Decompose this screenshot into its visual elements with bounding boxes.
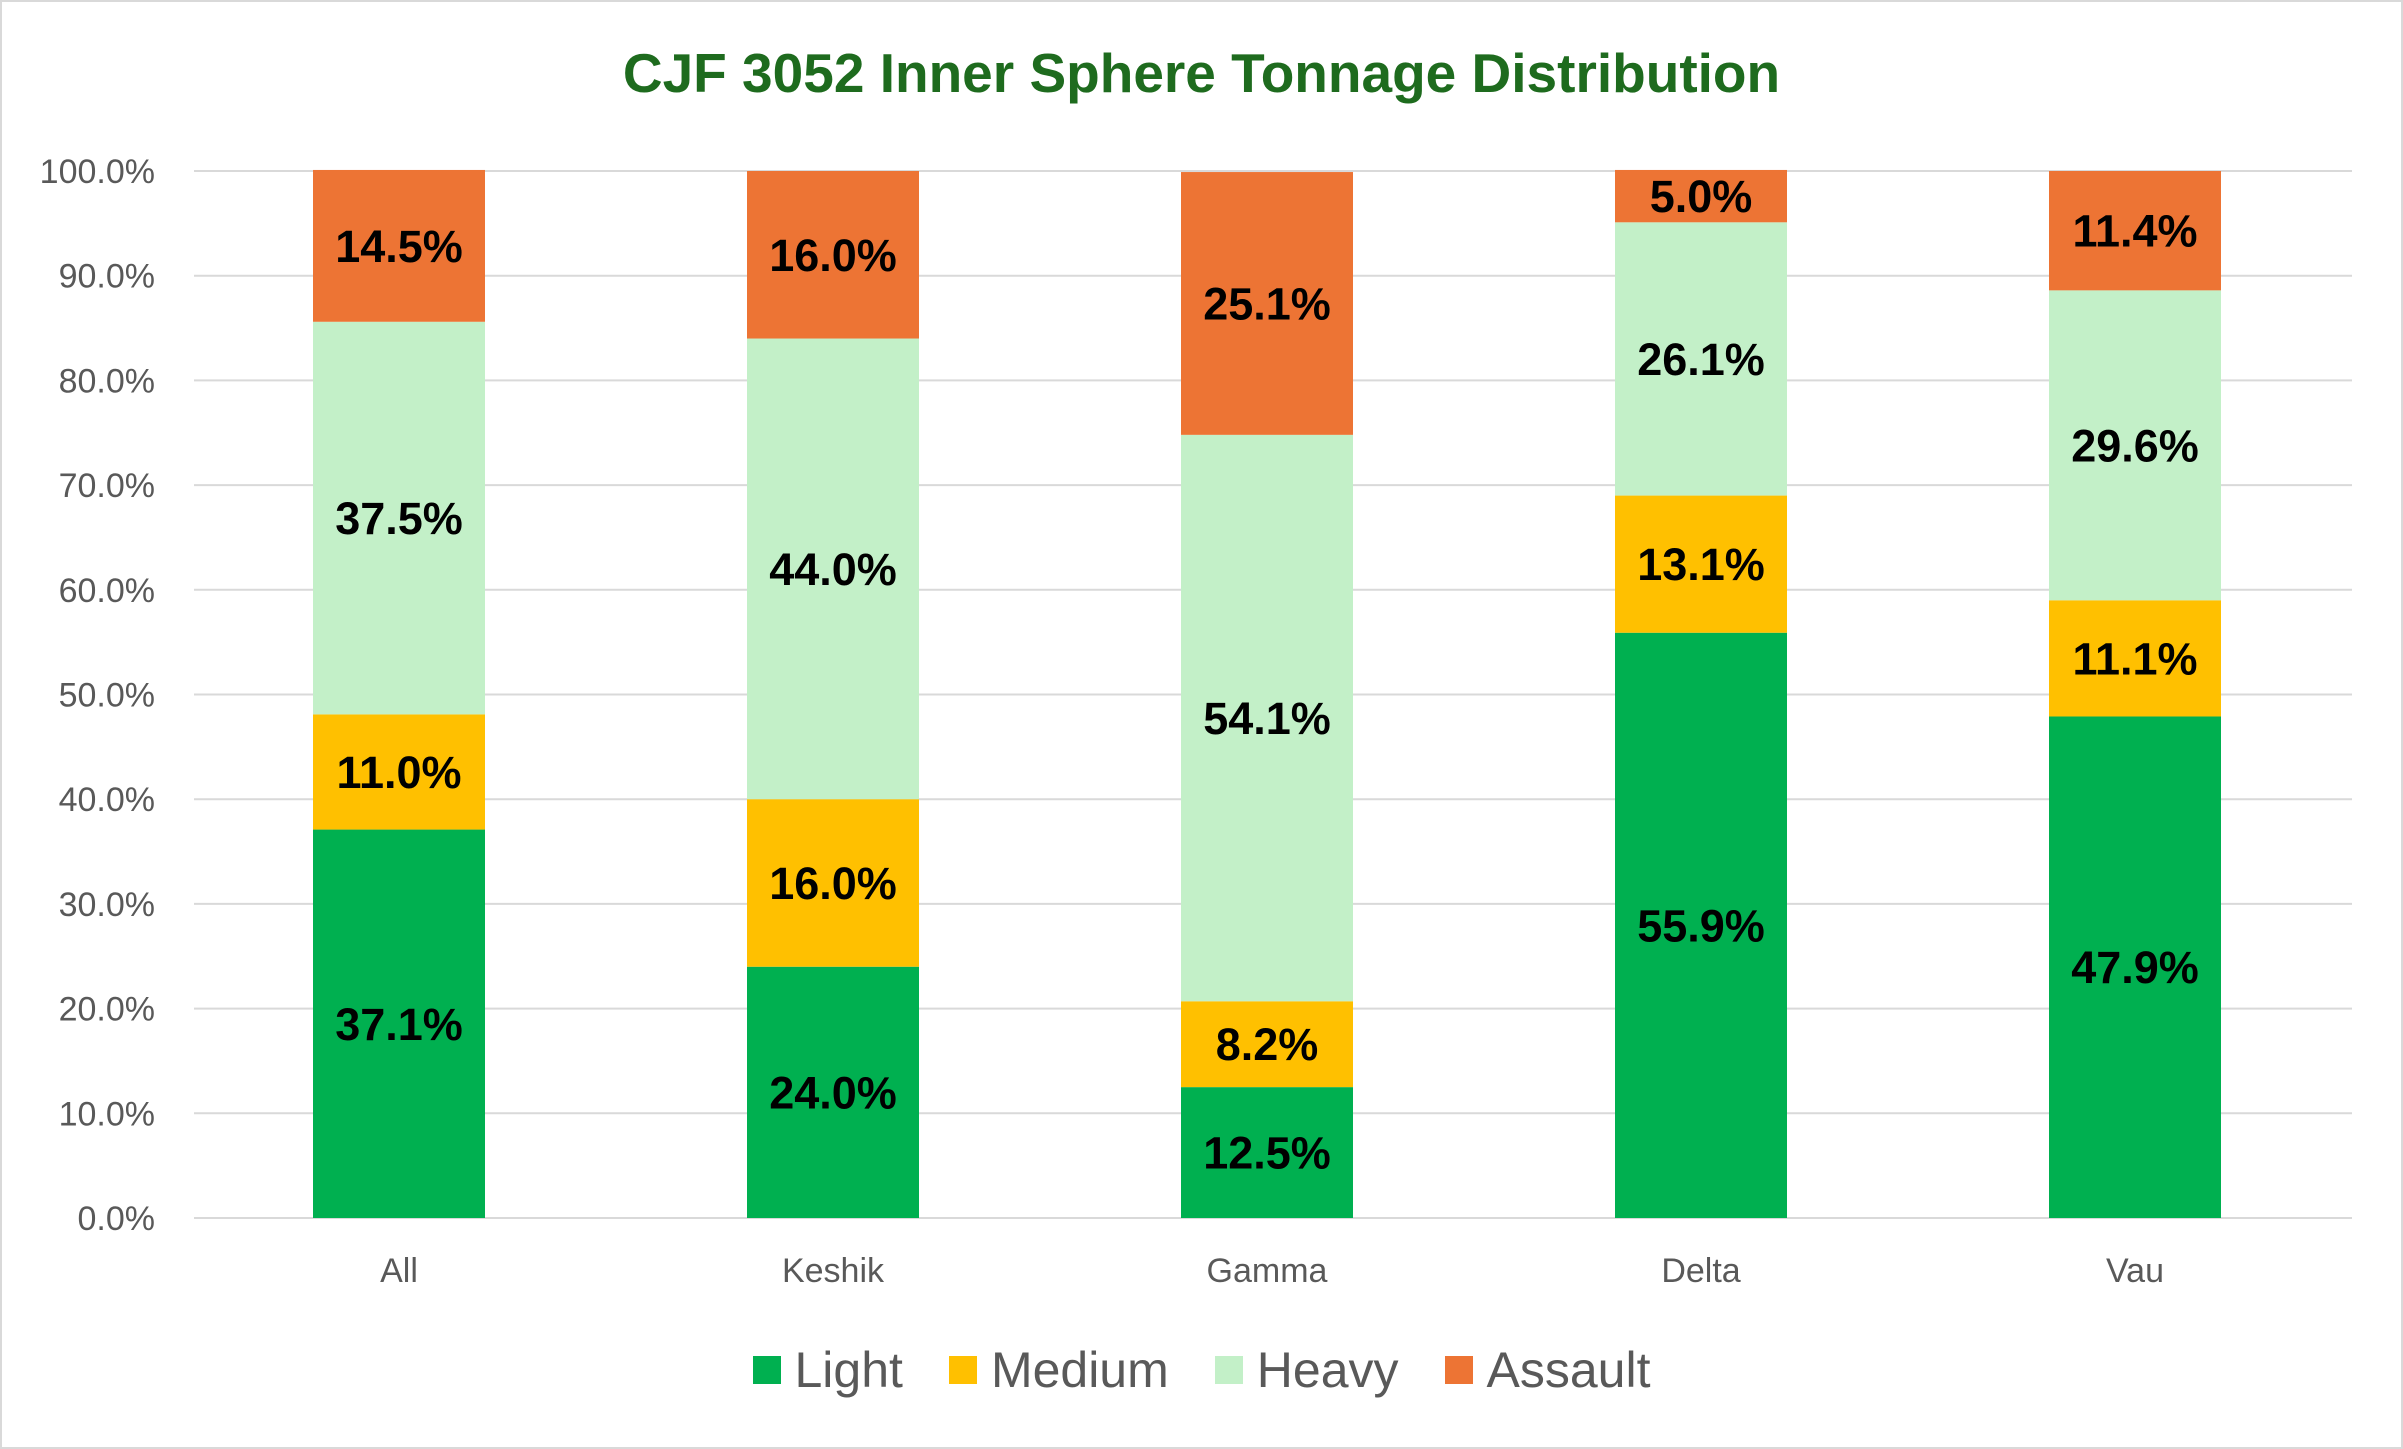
x-tick-label: Delta bbox=[1661, 1252, 1740, 1290]
legend-item-assault: Assault bbox=[1444, 1335, 1651, 1405]
data-label-heavy-vau: 29.6% bbox=[2071, 420, 2199, 471]
bar-assault-vau bbox=[2049, 171, 2221, 291]
data-label-assault-vau: 11.4% bbox=[2072, 206, 2197, 257]
bar-assault-gamma bbox=[1181, 172, 1353, 435]
y-tick-label: 10.0% bbox=[59, 1095, 155, 1133]
x-tick-label: Keshik bbox=[782, 1252, 885, 1290]
bar-light-vau bbox=[2049, 716, 2221, 1218]
data-label-medium-all: 11.0% bbox=[336, 747, 461, 798]
y-tick-label: 30.0% bbox=[59, 886, 155, 924]
data-label-medium-vau: 11.1% bbox=[2072, 633, 2197, 684]
bars bbox=[313, 169, 2221, 1218]
data-label-medium-gamma: 8.2% bbox=[1216, 1019, 1319, 1070]
chart-legend: Light Medium Heavy Assault bbox=[0, 1335, 2403, 1405]
bar-medium-keshik bbox=[747, 799, 919, 967]
data-label-light-all: 37.1% bbox=[335, 999, 463, 1050]
legend-swatch bbox=[1214, 1356, 1243, 1384]
y-tick-label: 20.0% bbox=[59, 991, 155, 1029]
y-tick-label: 80.0% bbox=[59, 362, 155, 400]
data-label-light-gamma: 12.5% bbox=[1203, 1128, 1331, 1179]
data-label-medium-delta: 13.1% bbox=[1637, 539, 1765, 590]
bar-medium-vau bbox=[2049, 600, 2221, 717]
bar-medium-all bbox=[313, 714, 485, 830]
bar-heavy-vau bbox=[2049, 290, 2221, 601]
bar-light-gamma bbox=[1181, 1087, 1353, 1218]
data-label-light-vau: 47.9% bbox=[2071, 942, 2199, 993]
legend-swatch bbox=[1444, 1356, 1473, 1384]
data-label-light-delta: 55.9% bbox=[1637, 900, 1765, 951]
y-tick-label: 50.0% bbox=[59, 677, 155, 715]
legend-item-light: Light bbox=[752, 1335, 903, 1405]
legend-label: Assault bbox=[1486, 1342, 1651, 1398]
bar-assault-all bbox=[313, 169, 485, 322]
chart-title: CJF 3052 Inner Sphere Tonnage Distributi… bbox=[622, 42, 1781, 104]
x-tick-label: Vau bbox=[2106, 1252, 2164, 1290]
data-label-heavy-delta: 26.1% bbox=[1637, 334, 1765, 385]
y-tick-label: 60.0% bbox=[59, 572, 155, 610]
bar-assault-keshik bbox=[747, 171, 919, 339]
bar-medium-delta bbox=[1615, 495, 1787, 633]
data-label-heavy-all: 37.5% bbox=[335, 493, 463, 544]
bar-heavy-delta bbox=[1615, 222, 1787, 496]
x-tick-label: All bbox=[380, 1252, 418, 1290]
bar-light-all bbox=[313, 829, 485, 1218]
data-label-assault-keshik: 16.0% bbox=[769, 230, 897, 281]
data-label-assault-gamma: 25.1% bbox=[1203, 278, 1331, 329]
legend-label: Light bbox=[794, 1342, 903, 1398]
bar-light-keshik bbox=[747, 966, 919, 1218]
legend-swatch bbox=[752, 1356, 781, 1384]
data-label-assault-all: 14.5% bbox=[335, 221, 463, 272]
bar-light-delta bbox=[1615, 632, 1787, 1218]
data-labels: 37.1% 11.0% 37.5% 14.5% 24.0% 16.0% 44.0% 16.0%… bbox=[335, 171, 2199, 1178]
x-tick-label: Gamma bbox=[1207, 1252, 1328, 1290]
data-label-heavy-keshik: 44.0% bbox=[769, 544, 897, 595]
legend-label: Heavy bbox=[1256, 1342, 1399, 1398]
legend-item-heavy: Heavy bbox=[1214, 1335, 1399, 1405]
bar-assault-delta bbox=[1615, 169, 1787, 223]
bar-medium-gamma bbox=[1181, 1001, 1353, 1088]
bar-heavy-all bbox=[313, 321, 485, 715]
y-tick-label: 40.0% bbox=[59, 781, 155, 819]
y-tick-label: 70.0% bbox=[59, 467, 155, 505]
data-label-assault-delta: 5.0% bbox=[1650, 171, 1753, 222]
bar-heavy-gamma bbox=[1181, 434, 1353, 1002]
legend-label: Medium bbox=[990, 1342, 1169, 1398]
data-label-medium-keshik: 16.0% bbox=[769, 858, 897, 909]
data-label-heavy-gamma: 54.1% bbox=[1203, 693, 1331, 744]
y-tick-label: 0.0% bbox=[78, 1200, 156, 1238]
legend-swatch bbox=[948, 1356, 977, 1384]
legend-item-medium: Medium bbox=[948, 1335, 1169, 1405]
y-tick-label: 100.0% bbox=[40, 153, 155, 191]
y-axis-ticks: 0.0% 10.0% 20.0% 30.0% 40.0% 50.0% 60.0% 70.0% 8… bbox=[40, 153, 155, 1238]
y-tick-label: 90.0% bbox=[59, 258, 155, 296]
x-axis-ticks: All Keshik Gamma Delta Vau bbox=[380, 1252, 2164, 1290]
data-label-light-keshik: 24.0% bbox=[769, 1067, 897, 1118]
bar-heavy-keshik bbox=[747, 338, 919, 800]
